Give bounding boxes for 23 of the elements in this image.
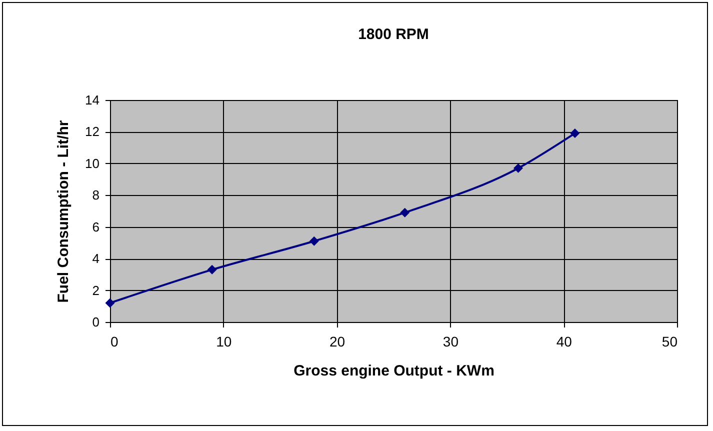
- point: [513, 163, 523, 173]
- x-tick-label: 10: [216, 334, 232, 350]
- y-tick-label: 4: [92, 251, 100, 266]
- x-tick-label: 50: [662, 334, 678, 350]
- point: [570, 128, 580, 138]
- x-tick-label: 0: [110, 334, 118, 350]
- x-tick-label: 30: [442, 334, 459, 350]
- x-tick-label: 40: [556, 334, 572, 350]
- y-tick-label: 12: [85, 124, 100, 140]
- x-axis-title: Gross engine Output - KWm: [294, 362, 494, 380]
- point: [309, 236, 319, 246]
- y-tick-label: 8: [92, 188, 100, 203]
- y-tick-label: 0: [92, 314, 100, 330]
- point: [105, 298, 115, 308]
- y-tick-label: 10: [85, 156, 100, 171]
- y-tick-label: 14: [85, 92, 100, 108]
- y-tick-label: 2: [92, 282, 100, 298]
- chart-title: 1800 RPM: [358, 26, 429, 43]
- point: [400, 208, 410, 218]
- y-axis-title: Fuel Consumption - Lit/hr: [55, 120, 72, 303]
- y-tick-label: 6: [92, 219, 100, 234]
- point: [207, 264, 217, 274]
- x-tick-label: 20: [330, 334, 346, 350]
